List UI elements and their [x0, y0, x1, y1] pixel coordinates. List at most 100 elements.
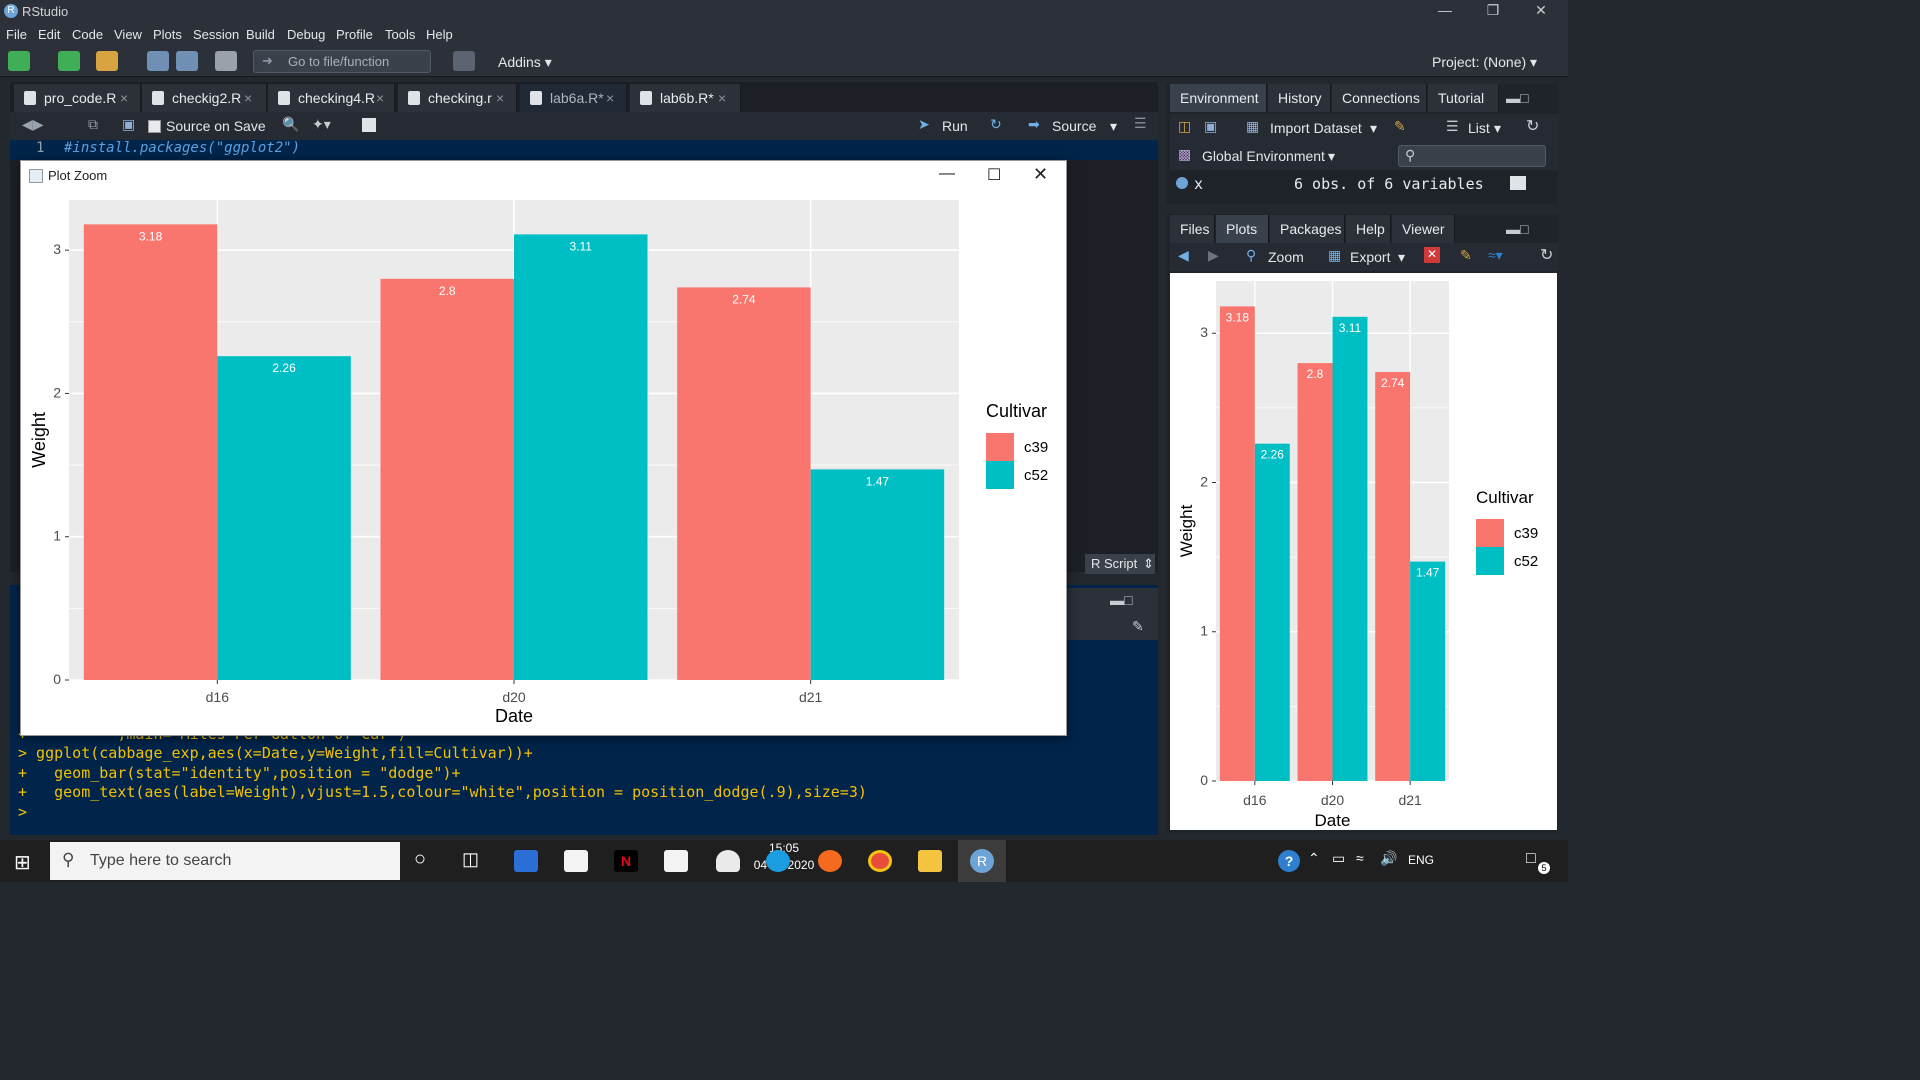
windows-start-icon[interactable]: ⊞ — [14, 852, 31, 874]
tab-lab6b[interactable]: lab6b.R* × — [630, 84, 741, 112]
list-view-dropdown[interactable]: List — [1468, 120, 1490, 136]
remove-plot-icon[interactable]: ✕ — [1424, 247, 1440, 263]
source-on-save-checkbox[interactable] — [148, 120, 161, 133]
refresh-icon[interactable]: ↻ — [1540, 247, 1554, 264]
minimize-pane-icon[interactable]: ▬□ — [1110, 592, 1133, 608]
save-icon[interactable] — [147, 51, 169, 71]
minimize-icon[interactable]: — — [939, 165, 955, 182]
close-tab-icon[interactable]: × — [120, 90, 129, 106]
expand-icon[interactable] — [1176, 177, 1188, 189]
new-project-icon[interactable] — [58, 51, 80, 71]
re-run-icon[interactable]: ↻ — [990, 116, 1002, 132]
close-tab-icon[interactable]: × — [244, 90, 253, 106]
task-view-icon[interactable]: ◫ — [462, 849, 480, 869]
dropdown-icon[interactable]: ▾ — [1370, 120, 1378, 136]
search-icon[interactable]: 🔍 — [282, 116, 300, 132]
close-tab-icon[interactable]: × — [718, 90, 727, 106]
tab-lab6a[interactable]: lab6a.R* × — [520, 84, 627, 112]
environment-variable-row[interactable]: x 6 obs. of 6 variables — [1170, 172, 1558, 198]
netflix-icon[interactable]: N — [614, 850, 638, 872]
publish-icon[interactable]: ≈▾ — [1488, 247, 1503, 263]
dropbox-icon[interactable] — [514, 850, 538, 872]
menu-plots[interactable]: Plots — [153, 27, 182, 42]
compile-report-icon[interactable] — [362, 118, 376, 132]
addins-dropdown[interactable]: Addins ▾ — [498, 54, 552, 70]
go-to-file-input[interactable]: ➜ Go to file/function — [253, 50, 431, 73]
dropdown-icon[interactable]: ▾ — [1494, 120, 1502, 136]
chevron-up-icon[interactable]: ⌃ — [1308, 850, 1320, 866]
code-line[interactable]: #install.packages("ggplot2") — [64, 140, 301, 156]
dropdown-icon[interactable]: ▾ — [1328, 148, 1336, 164]
taskbar-search-input[interactable]: ⚲ Type here to search — [50, 842, 400, 880]
menu-profile[interactable]: Profile — [336, 27, 373, 42]
mail-icon[interactable] — [664, 850, 688, 872]
import-dataset-button[interactable]: Import Dataset — [1270, 120, 1362, 136]
tab-help[interactable]: Help — [1346, 215, 1391, 243]
environment-search-input[interactable]: ⚲ — [1398, 145, 1546, 167]
source-button[interactable]: Source — [1052, 118, 1097, 134]
save-icon[interactable]: ▣ — [122, 116, 136, 132]
export-dropdown[interactable]: Export — [1350, 249, 1391, 265]
rstudio-taskbar-item[interactable]: R — [958, 840, 1006, 882]
close-icon[interactable]: ✕ — [1535, 2, 1547, 18]
print-icon[interactable] — [215, 51, 237, 71]
close-icon[interactable]: ✕ — [1033, 164, 1049, 184]
tab-pro-code[interactable]: pro_code.R × — [14, 84, 141, 112]
file-explorer-icon[interactable] — [918, 850, 942, 872]
zoom-button[interactable]: Zoom — [1268, 249, 1304, 265]
minimize-pane-icon[interactable]: ▬□ — [1506, 90, 1529, 106]
tab-checking[interactable]: checking.r × — [398, 84, 517, 112]
minimize-icon[interactable]: — — [1438, 2, 1452, 18]
broom-icon[interactable]: ✎ — [1394, 118, 1406, 134]
help-icon[interactable]: ? — [1278, 850, 1300, 872]
grid-layout-icon[interactable] — [453, 51, 475, 71]
source-icon[interactable]: ➡ — [1028, 116, 1040, 132]
chrome-icon[interactable] — [868, 850, 892, 872]
menu-build[interactable]: Build — [246, 27, 275, 42]
tab-packages[interactable]: Packages — [1270, 215, 1345, 243]
menu-view[interactable]: View — [114, 27, 142, 42]
tab-viewer[interactable]: Viewer — [1392, 215, 1455, 243]
tab-history[interactable]: History — [1268, 84, 1331, 112]
menu-edit[interactable]: Edit — [38, 27, 61, 42]
save-workspace-icon[interactable]: ▣ — [1204, 118, 1218, 134]
language-indicator[interactable]: ENG — [1408, 853, 1435, 867]
menu-code[interactable]: Code — [72, 27, 104, 42]
next-plot-icon[interactable]: ▶ — [1208, 247, 1219, 263]
close-tab-icon[interactable]: × — [496, 90, 505, 106]
firefox-icon[interactable] — [818, 850, 842, 872]
battery-icon[interactable]: ▭ — [1332, 850, 1346, 866]
project-dropdown[interactable]: Project: (None) ▾ — [1432, 54, 1538, 70]
tab-connections[interactable]: Connections — [1332, 84, 1427, 112]
close-tab-icon[interactable]: × — [606, 90, 615, 106]
menu-file[interactable]: File — [6, 27, 27, 42]
menu-help[interactable]: Help — [426, 27, 453, 42]
save-all-icon[interactable] — [176, 51, 198, 71]
wifi-icon[interactable]: ≈ — [1356, 850, 1364, 866]
outline-icon[interactable]: ☰ — [1134, 115, 1147, 131]
menu-tools[interactable]: Tools — [385, 27, 416, 42]
source-dropdown-icon[interactable]: ▾ — [1110, 118, 1118, 134]
show-in-window-icon[interactable]: ⧉ — [88, 116, 98, 132]
tab-checking4[interactable]: checking4.R × — [268, 84, 395, 112]
restore-icon[interactable]: ❐ — [1486, 2, 1500, 18]
menu-debug[interactable]: Debug — [287, 27, 326, 42]
open-folder-icon[interactable]: ◫ — [1178, 118, 1192, 134]
previous-plot-icon[interactable]: ◀ — [1178, 247, 1189, 263]
edge-icon[interactable] — [766, 850, 790, 872]
back-arrow-icon[interactable]: ◀▶ — [22, 116, 44, 132]
run-icon[interactable]: ➤ — [918, 116, 930, 132]
refresh-icon[interactable]: ↻ — [1526, 118, 1540, 135]
store-icon[interactable] — [564, 850, 588, 872]
file-type-selector[interactable]: R Script ⇕ — [1085, 554, 1155, 574]
new-file-icon[interactable] — [8, 51, 30, 71]
tab-tutorial[interactable]: Tutorial — [1428, 84, 1499, 112]
tab-files[interactable]: Files — [1170, 215, 1215, 243]
open-file-icon[interactable] — [96, 51, 118, 71]
run-button[interactable]: Run — [942, 118, 968, 134]
menu-session[interactable]: Session — [193, 27, 240, 42]
maximize-icon[interactable]: ☐ — [987, 167, 1002, 184]
broom-icon[interactable]: ✎ — [1132, 618, 1144, 634]
cortana-icon[interactable]: ○ — [414, 848, 427, 870]
tab-environment[interactable]: Environment — [1170, 84, 1267, 112]
